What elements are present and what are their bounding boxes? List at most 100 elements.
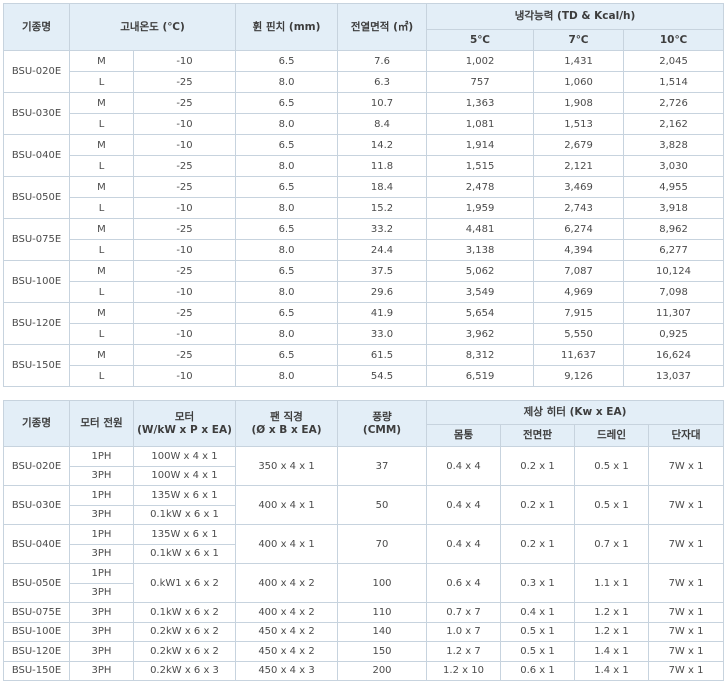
motor-cell: 0.1kW x 6 x 1 xyxy=(133,543,236,564)
capacity-10-cell: 8,962 xyxy=(623,218,725,240)
capacity-7-cell: 5,550 xyxy=(533,323,625,345)
area-cell: 37.5 xyxy=(337,260,428,282)
capacity-10-cell: 4,955 xyxy=(623,176,725,198)
area-cell: 61.5 xyxy=(337,344,428,366)
header-cooling-capacity: 냉각능력 (TD & Kcal/h) xyxy=(426,3,725,30)
airflow-cell: 50 xyxy=(337,485,427,525)
area-cell: 24.4 xyxy=(337,239,428,261)
fin-pitch-cell: 8.0 xyxy=(235,71,339,93)
table-row: L -10 8.0 8.4 1,081 1,513 2,162 xyxy=(4,113,725,135)
model-cell: BSU-120E xyxy=(3,641,70,662)
table-row: BSU-075E 3PH 0.1kW x 6 x 2 400 x 4 x 2 110 0.… xyxy=(3,602,725,623)
temperature-cell: -25 xyxy=(132,71,237,93)
motor-cell: 100W x 4 x 1 xyxy=(133,446,236,467)
power-cell: 3PH xyxy=(69,582,134,603)
motor-cell: 135W x 6 x 1 xyxy=(133,524,236,545)
header-model: 기종명 xyxy=(3,3,70,51)
capacity-7-cell: 11,637 xyxy=(533,344,625,366)
body-heater-cell: 0.6 x 4 xyxy=(426,563,501,603)
area-cell: 14.2 xyxy=(337,134,428,156)
body-heater-cell: 1.2 x 7 xyxy=(426,641,501,662)
body-heater-cell: 0.4 x 4 xyxy=(426,446,501,486)
table-row: BSU-040E M -10 6.5 14.2 1,914 2,679 3,828 xyxy=(3,134,725,177)
temperature-cell: -10 xyxy=(132,134,237,156)
model-cell: BSU-075E xyxy=(3,602,70,623)
motor-cell: 0.kW1 x 6 x 2 xyxy=(133,563,236,603)
fin-pitch-cell: 6.5 xyxy=(235,92,339,114)
type-cell: M xyxy=(69,218,134,240)
fin-pitch-cell: 6.5 xyxy=(235,260,339,282)
capacity-10-cell: 6,277 xyxy=(623,239,725,261)
fin-pitch-cell: 8.0 xyxy=(235,155,339,177)
header2-front-panel: 전면판 xyxy=(500,424,575,447)
header2-fan-line1: 팬 직경 xyxy=(270,410,303,423)
front-heater-cell: 0.2 x 1 xyxy=(500,446,575,486)
header2-airflow: 풍량 (CMM) xyxy=(337,400,427,447)
front-heater-cell: 0.6 x 1 xyxy=(500,660,575,681)
header2-fan-line2: (Ø x B x EA) xyxy=(251,423,322,436)
header-heat-transfer-area: 전열면적 (㎡) xyxy=(337,3,428,51)
table-row: L -10 8.0 33.0 3,962 5,550 0,925 xyxy=(4,323,725,345)
header-td-7: 7℃ xyxy=(533,29,625,51)
table-row: L -25 8.0 6.3 757 1,060 1,514 xyxy=(4,71,725,93)
capacity-5-cell: 4,481 xyxy=(426,218,535,240)
motor-cell: 0.2kW x 6 x 3 xyxy=(133,660,236,681)
temperature-cell: -10 xyxy=(132,365,237,387)
type-cell: M xyxy=(69,260,134,282)
table-row: BSU-030E 1PH 135W x 6 x 1 400 x 4 x 1 50 0.4 … xyxy=(3,485,725,525)
drain-heater-cell: 1.4 x 1 xyxy=(574,660,649,681)
table-row: BSU-040E 1PH 135W x 6 x 1 400 x 4 x 1 70 0.4 … xyxy=(3,524,725,564)
front-heater-cell: 0.5 x 1 xyxy=(500,621,575,642)
fan-cell: 450 x 4 x 2 xyxy=(235,641,338,662)
temperature-cell: -25 xyxy=(132,155,237,177)
fan-cell: 400 x 4 x 2 xyxy=(235,563,338,603)
cooling-capacity-table: 기종명 고내온도 (℃) 휜 핀치 (mm) 전열면적 (㎡) 냉각능력 (TD… xyxy=(3,3,725,387)
terminal-heater-cell: 7W x 1 xyxy=(647,602,725,623)
power-cell: 3PH xyxy=(69,465,134,486)
model-cell: BSU-020E xyxy=(3,446,70,486)
capacity-10-cell: 3,918 xyxy=(623,197,725,219)
capacity-7-cell: 1,908 xyxy=(533,92,625,114)
terminal-heater-cell: 7W x 1 xyxy=(647,621,725,642)
fin-pitch-cell: 6.5 xyxy=(235,176,339,198)
terminal-heater-cell: 7W x 1 xyxy=(647,660,725,681)
table-row: BSU-120E M -25 6.5 41.9 5,654 7,915 11,307 xyxy=(3,302,725,345)
area-cell: 15.2 xyxy=(337,197,428,219)
table-row: BSU-100E 3PH 0.2kW x 6 x 2 450 x 4 x 2 140 1.… xyxy=(3,621,725,642)
capacity-5-cell: 1,081 xyxy=(426,113,535,135)
fin-pitch-cell: 8.0 xyxy=(235,365,339,387)
motor-cell: 0.2kW x 6 x 2 xyxy=(133,621,236,642)
capacity-7-cell: 1,513 xyxy=(533,113,625,135)
capacity-5-cell: 8,312 xyxy=(426,344,535,366)
header-td-10: 10℃ xyxy=(623,29,725,51)
temperature-cell: -10 xyxy=(132,50,237,72)
capacity-7-cell: 6,274 xyxy=(533,218,625,240)
table-row: BSU-150E 3PH 0.2kW x 6 x 3 450 x 4 x 3 200 1.… xyxy=(3,660,725,681)
table-row: BSU-020E M -10 6.5 7.6 1,002 1,431 2,045 xyxy=(3,50,725,93)
header2-terminal: 단자대 xyxy=(647,424,725,447)
header-td-5: 5℃ xyxy=(426,29,535,51)
capacity-7-cell: 1,431 xyxy=(533,50,625,72)
header2-airflow-line2: (CMM) xyxy=(362,423,402,436)
type-cell: L xyxy=(69,365,134,387)
header2-defrost-heater: 제상 히터 (Kw x EA) xyxy=(425,400,725,425)
airflow-cell: 150 xyxy=(337,641,427,662)
capacity-7-cell: 4,969 xyxy=(533,281,625,303)
fin-pitch-cell: 6.5 xyxy=(235,218,339,240)
fan-cell: 400 x 4 x 1 xyxy=(235,524,338,564)
fin-pitch-cell: 6.5 xyxy=(235,134,339,156)
capacity-5-cell: 6,519 xyxy=(426,365,535,387)
model-cell: BSU-100E xyxy=(3,621,70,642)
fin-pitch-cell: 6.5 xyxy=(235,302,339,324)
power-cell: 3PH xyxy=(69,641,134,662)
area-cell: 11.8 xyxy=(337,155,428,177)
fan-cell: 400 x 4 x 2 xyxy=(235,602,338,623)
table-row: 3PH 100W x 4 x 1 xyxy=(4,465,724,486)
capacity-10-cell: 2,045 xyxy=(623,50,725,72)
motor-cell: 135W x 6 x 1 xyxy=(133,485,236,506)
capacity-5-cell: 5,062 xyxy=(426,260,535,282)
area-cell: 33.0 xyxy=(337,323,428,345)
model-cell: BSU-100E xyxy=(3,260,70,303)
model-cell: BSU-150E xyxy=(3,660,70,681)
area-cell: 33.2 xyxy=(337,218,428,240)
